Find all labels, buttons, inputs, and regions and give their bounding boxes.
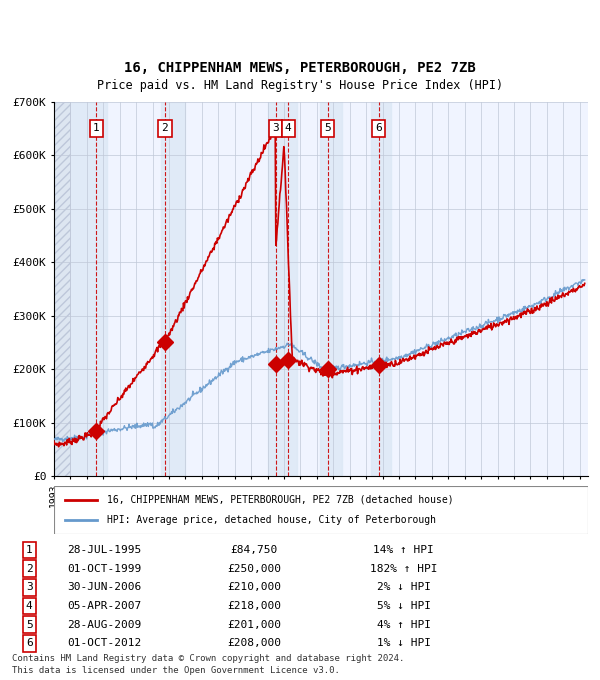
Text: 05-APR-2007: 05-APR-2007	[67, 601, 141, 611]
Text: 3: 3	[272, 123, 279, 133]
Text: 30-JUN-2006: 30-JUN-2006	[67, 582, 141, 592]
Bar	[371, 102, 391, 476]
Text: 28-JUL-1995: 28-JUL-1995	[67, 545, 141, 555]
Bar	[161, 102, 185, 476]
Text: 5: 5	[26, 619, 32, 630]
Text: 2: 2	[26, 564, 32, 574]
Text: £218,000: £218,000	[227, 601, 281, 611]
Text: 16, CHIPPENHAM MEWS, PETERBOROUGH, PE2 7ZB: 16, CHIPPENHAM MEWS, PETERBOROUGH, PE2 7…	[124, 61, 476, 75]
Text: 3: 3	[26, 582, 32, 592]
Text: 6: 6	[26, 639, 32, 649]
Text: 6: 6	[375, 123, 382, 133]
Text: £250,000: £250,000	[227, 564, 281, 574]
Text: £210,000: £210,000	[227, 582, 281, 592]
Text: 4% ↑ HPI: 4% ↑ HPI	[377, 619, 431, 630]
Text: Price paid vs. HM Land Registry's House Price Index (HPI): Price paid vs. HM Land Registry's House …	[97, 79, 503, 92]
Text: £84,750: £84,750	[230, 545, 278, 555]
Text: 5: 5	[324, 123, 331, 133]
Bar	[268, 102, 297, 476]
Text: 182% ↑ HPI: 182% ↑ HPI	[370, 564, 437, 574]
Text: 4: 4	[26, 601, 32, 611]
Text: £201,000: £201,000	[227, 619, 281, 630]
Text: 28-AUG-2009: 28-AUG-2009	[67, 619, 141, 630]
Text: 1: 1	[26, 545, 32, 555]
Text: £208,000: £208,000	[227, 639, 281, 649]
Text: HPI: Average price, detached house, City of Peterborough: HPI: Average price, detached house, City…	[107, 515, 436, 526]
Text: This data is licensed under the Open Government Licence v3.0.: This data is licensed under the Open Gov…	[12, 666, 340, 675]
Bar	[54, 102, 70, 476]
Bar	[320, 102, 341, 476]
Text: 16, CHIPPENHAM MEWS, PETERBOROUGH, PE2 7ZB (detached house): 16, CHIPPENHAM MEWS, PETERBOROUGH, PE2 7…	[107, 494, 454, 505]
Text: 01-OCT-1999: 01-OCT-1999	[67, 564, 141, 574]
Text: Contains HM Land Registry data © Crown copyright and database right 2024.: Contains HM Land Registry data © Crown c…	[12, 654, 404, 663]
FancyBboxPatch shape	[54, 486, 588, 534]
Text: 2% ↓ HPI: 2% ↓ HPI	[377, 582, 431, 592]
Text: 5% ↓ HPI: 5% ↓ HPI	[377, 601, 431, 611]
Text: 4: 4	[285, 123, 292, 133]
Text: 14% ↑ HPI: 14% ↑ HPI	[373, 545, 434, 555]
Text: 2: 2	[161, 123, 168, 133]
Text: 1: 1	[93, 123, 100, 133]
Bar	[54, 102, 107, 476]
Text: 1% ↓ HPI: 1% ↓ HPI	[377, 639, 431, 649]
Text: 01-OCT-2012: 01-OCT-2012	[67, 639, 141, 649]
